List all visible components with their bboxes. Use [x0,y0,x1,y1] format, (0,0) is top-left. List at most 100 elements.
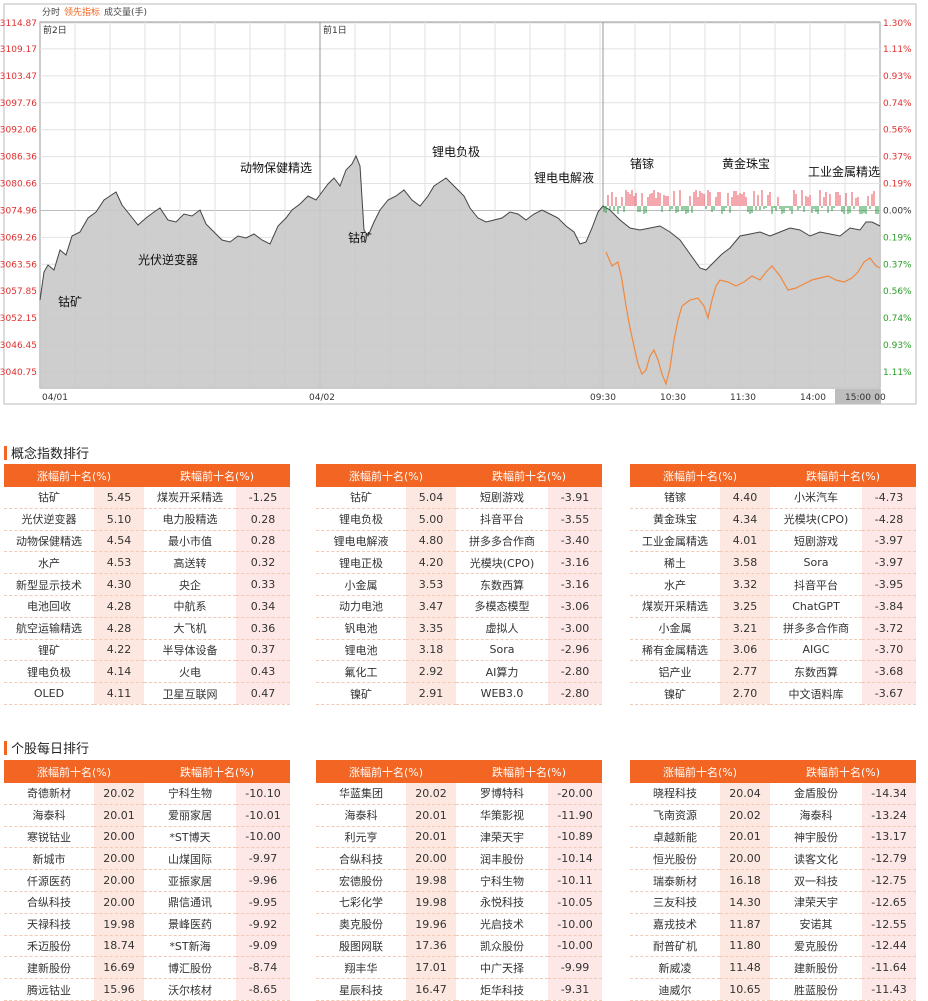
fall-name[interactable]: 神宇股份 [770,826,862,849]
rise-name[interactable]: 奇德新材 [4,783,94,805]
fall-name[interactable]: *ST博天 [144,826,236,849]
rise-name[interactable]: 合纵科技 [316,847,406,871]
fall-name[interactable]: 最小市值 [144,530,236,553]
rise-name[interactable]: 华蓝集团 [316,783,406,805]
rise-name[interactable]: 水产 [630,573,720,596]
chart-svg[interactable]: 分时 领先指标 成交量(手) 3114.87 1.30% 3109.17 1.11% 3103… [0,0,928,408]
rise-name[interactable]: 镍矿 [630,682,720,705]
chart-tab[interactable]: 分时 [42,6,60,18]
fall-name[interactable]: 大飞机 [144,617,236,640]
rise-name[interactable]: 仟源医药 [4,869,94,892]
rise-name[interactable]: 七彩化学 [316,891,406,914]
fall-name[interactable]: 炬华科技 [456,978,548,1001]
fall-name[interactable]: 永悦科技 [456,891,548,914]
fall-name[interactable]: *ST新海 [144,935,236,958]
rise-name[interactable]: 小金属 [630,617,720,640]
rise-name[interactable]: 新城市 [4,847,94,871]
rise-name[interactable]: 钴矿 [4,487,94,509]
fall-name[interactable]: 胜蓝股份 [770,978,862,1001]
fall-name[interactable]: 建新股份 [770,956,862,980]
rise-name[interactable]: 锂电正极 [316,551,406,575]
fall-name[interactable]: 中文语料库 [770,682,862,705]
fall-name[interactable]: 小米汽车 [770,487,862,509]
fall-name[interactable]: 火电 [144,660,236,684]
fall-name[interactable]: 凯众股份 [456,935,548,958]
rise-name[interactable]: 锂电负极 [4,660,94,684]
fall-name[interactable]: 安诺其 [770,913,862,936]
fall-name[interactable]: 博汇股份 [144,956,236,980]
fall-name[interactable]: Sora [456,639,548,662]
rise-name[interactable]: 建新股份 [4,956,94,980]
fall-name[interactable]: 煤炭开采精选 [144,487,236,509]
fall-name[interactable]: 光启技术 [456,913,548,936]
rise-name[interactable]: 海泰科 [4,804,94,827]
rise-name[interactable]: 钒电池 [316,617,406,640]
fall-name[interactable]: 抖音平台 [456,508,548,531]
rise-name[interactable]: 锂电电解液 [316,530,406,553]
rise-name[interactable]: 三友科技 [630,891,720,914]
fall-name[interactable]: 读客文化 [770,847,862,871]
rise-name[interactable]: 动物保健精选 [4,530,94,553]
rise-name[interactable]: 禾迈股份 [4,935,94,958]
rise-name[interactable]: 黄金珠宝 [630,508,720,531]
rise-name[interactable]: 耐普矿机 [630,935,720,958]
fall-name[interactable]: 短剧游戏 [456,487,548,509]
rise-name[interactable]: 稀土 [630,551,720,575]
rise-name[interactable]: 宏德股份 [316,869,406,892]
rise-name[interactable]: 动力电池 [316,595,406,618]
fall-name[interactable]: 宁科生物 [456,869,548,892]
rise-name[interactable]: 殷图网联 [316,935,406,958]
rise-name[interactable]: 腾远钴业 [4,978,94,1001]
fall-name[interactable]: 亚振家居 [144,869,236,892]
fall-name[interactable]: 东数西算 [770,660,862,684]
rise-name[interactable]: 新型显示技术 [4,573,94,596]
rise-name[interactable]: 锂矿 [4,639,94,662]
fall-name[interactable]: 拼多多合作商 [456,530,548,553]
rise-name[interactable]: OLED [4,682,94,705]
rise-name[interactable]: 天禄科技 [4,913,94,936]
fall-name[interactable]: 抖音平台 [770,573,862,596]
fall-name[interactable]: 金盾股份 [770,783,862,805]
rise-name[interactable]: 利元亨 [316,826,406,849]
rise-name[interactable]: 锂电池 [316,639,406,662]
fall-name[interactable]: ChatGPT [770,595,862,618]
rise-name[interactable]: 光伏逆变器 [4,508,94,531]
rise-name[interactable]: 煤炭开采精选 [630,595,720,618]
fall-name[interactable]: 电力股精选 [144,508,236,531]
fall-name[interactable]: 中航系 [144,595,236,618]
fall-name[interactable]: 津荣天宇 [770,891,862,914]
fall-name[interactable]: 海泰科 [770,804,862,827]
rise-name[interactable]: 迪威尔 [630,978,720,1001]
rise-name[interactable]: 奥克股份 [316,913,406,936]
fall-name[interactable]: 爱丽家居 [144,804,236,827]
rise-name[interactable]: 锗镓 [630,487,720,509]
fall-name[interactable]: 多模态模型 [456,595,548,618]
fall-name[interactable]: 央企 [144,573,236,596]
intraday-chart[interactable]: 分时 领先指标 成交量(手) 3114.87 1.30% 3109.17 1.11% 3103… [0,0,928,408]
fall-name[interactable]: Sora [770,551,862,575]
chart-tab[interactable]: 领先指标 [64,6,100,18]
fall-name[interactable]: 爱克股份 [770,935,862,958]
rise-name[interactable]: 嘉戎技术 [630,913,720,936]
fall-name[interactable]: 东数西算 [456,573,548,596]
fall-name[interactable]: AI算力 [456,660,548,684]
rise-name[interactable]: 星辰科技 [316,978,406,1001]
fall-name[interactable]: 景峰医药 [144,913,236,936]
rise-name[interactable]: 稀有金属精选 [630,639,720,662]
fall-name[interactable]: AIGC [770,639,862,662]
rise-name[interactable]: 铝产业 [630,660,720,684]
rise-name[interactable]: 晓程科技 [630,783,720,805]
rise-name[interactable]: 锂电负极 [316,508,406,531]
fall-name[interactable]: 半导体设备 [144,639,236,662]
rise-name[interactable]: 水产 [4,551,94,575]
fall-name[interactable]: 短剧游戏 [770,530,862,553]
rise-name[interactable]: 镍矿 [316,682,406,705]
rise-name[interactable]: 恒光股份 [630,847,720,871]
rise-name[interactable]: 航空运输精选 [4,617,94,640]
rise-name[interactable]: 合纵科技 [4,891,94,914]
rise-name[interactable]: 寒锐钴业 [4,826,94,849]
rise-name[interactable]: 工业金属精选 [630,530,720,553]
rise-name[interactable]: 钴矿 [316,487,406,509]
fall-name[interactable]: 山煤国际 [144,847,236,871]
fall-name[interactable]: 润丰股份 [456,847,548,871]
